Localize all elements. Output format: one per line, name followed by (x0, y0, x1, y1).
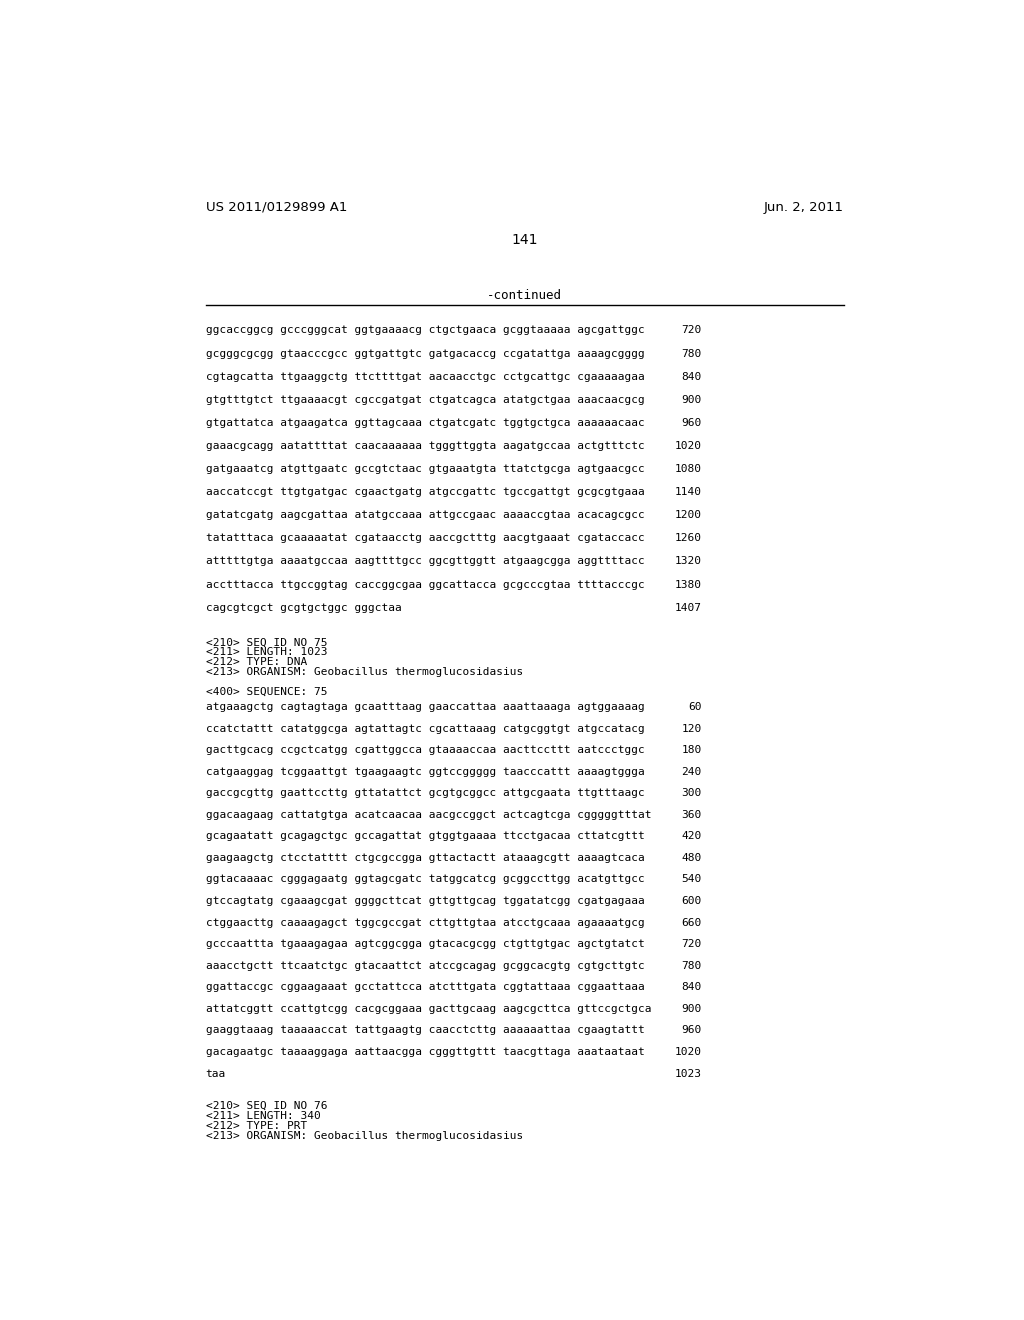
Text: 420: 420 (681, 832, 701, 841)
Text: cgtagcatta ttgaaggctg ttcttttgat aacaacctgc cctgcattgc cgaaaaagaa: cgtagcatta ttgaaggctg ttcttttgat aacaacc… (206, 372, 644, 381)
Text: 60: 60 (688, 702, 701, 711)
Text: ggacaagaag cattatgtga acatcaacaa aacgccggct actcagtcga cgggggtttat: ggacaagaag cattatgtga acatcaacaa aacgccg… (206, 810, 651, 820)
Text: catgaaggag tcggaattgt tgaagaagtc ggtccggggg taacccattt aaaagtggga: catgaaggag tcggaattgt tgaagaagtc ggtccgg… (206, 767, 644, 776)
Text: 540: 540 (681, 875, 701, 884)
Text: gcccaattta tgaaagagaa agtcggcgga gtacacgcgg ctgttgtgac agctgtatct: gcccaattta tgaaagagaa agtcggcgga gtacacg… (206, 940, 644, 949)
Text: gaaggtaaag taaaaaccat tattgaagtg caacctcttg aaaaaattaa cgaagtattt: gaaggtaaag taaaaaccat tattgaagtg caacctc… (206, 1026, 644, 1035)
Text: tatatttaca gcaaaaatat cgataacctg aaccgctttg aacgtgaaat cgataccacc: tatatttaca gcaaaaatat cgataacctg aaccgct… (206, 533, 644, 544)
Text: aaccatccgt ttgtgatgac cgaactgatg atgccgattc tgccgattgt gcgcgtgaaa: aaccatccgt ttgtgatgac cgaactgatg atgccga… (206, 487, 644, 498)
Text: gcagaatatt gcagagctgc gccagattat gtggtgaaaa ttcctgacaa cttatcgttt: gcagaatatt gcagagctgc gccagattat gtggtga… (206, 832, 644, 841)
Text: 1260: 1260 (675, 533, 701, 544)
Text: 720: 720 (681, 940, 701, 949)
Text: 480: 480 (681, 853, 701, 863)
Text: 180: 180 (681, 744, 701, 755)
Text: 240: 240 (681, 767, 701, 776)
Text: -continued: -continued (487, 289, 562, 302)
Text: 780: 780 (681, 348, 701, 359)
Text: <213> ORGANISM: Geobacillus thermoglucosidasius: <213> ORGANISM: Geobacillus thermoglucos… (206, 668, 522, 677)
Text: <210> SEQ ID NO 76: <210> SEQ ID NO 76 (206, 1101, 327, 1111)
Text: 1020: 1020 (675, 1047, 701, 1057)
Text: aaacctgctt ttcaatctgc gtacaattct atccgcagag gcggcacgtg cgtgcttgtc: aaacctgctt ttcaatctgc gtacaattct atccgca… (206, 961, 644, 970)
Text: 1140: 1140 (675, 487, 701, 498)
Text: atttttgtga aaaatgccaa aagttttgcc ggcgttggtt atgaagcgga aggttttacc: atttttgtga aaaatgccaa aagttttgcc ggcgttg… (206, 557, 644, 566)
Text: 840: 840 (681, 372, 701, 381)
Text: acctttacca ttgccggtag caccggcgaa ggcattacca gcgcccgtaa ttttacccgc: acctttacca ttgccggtag caccggcgaa ggcatta… (206, 579, 644, 590)
Text: <210> SEQ ID NO 75: <210> SEQ ID NO 75 (206, 638, 327, 647)
Text: 1320: 1320 (675, 557, 701, 566)
Text: 1380: 1380 (675, 579, 701, 590)
Text: 900: 900 (681, 395, 701, 405)
Text: <213> ORGANISM: Geobacillus thermoglucosidasius: <213> ORGANISM: Geobacillus thermoglucos… (206, 1131, 522, 1140)
Text: ctggaacttg caaaagagct tggcgccgat cttgttgtaa atcctgcaaa agaaaatgcg: ctggaacttg caaaagagct tggcgccgat cttgttg… (206, 917, 644, 928)
Text: ccatctattt catatggcga agtattagtc cgcattaaag catgcggtgt atgccatacg: ccatctattt catatggcga agtattagtc cgcatta… (206, 723, 644, 734)
Text: 780: 780 (681, 961, 701, 970)
Text: 900: 900 (681, 1003, 701, 1014)
Text: gaaacgcagg aatattttat caacaaaaaa tgggttggta aagatgccaa actgtttctc: gaaacgcagg aatattttat caacaaaaaa tgggttg… (206, 441, 644, 451)
Text: 141: 141 (512, 234, 538, 247)
Text: ggcaccggcg gcccgggcat ggtgaaaacg ctgctgaaca gcggtaaaaa agcgattggc: ggcaccggcg gcccgggcat ggtgaaaacg ctgctga… (206, 326, 644, 335)
Text: 720: 720 (681, 326, 701, 335)
Text: 600: 600 (681, 896, 701, 906)
Text: <211> LENGTH: 1023: <211> LENGTH: 1023 (206, 647, 327, 657)
Text: 1200: 1200 (675, 511, 701, 520)
Text: ggtacaaaac cgggagaatg ggtagcgatc tatggcatcg gcggccttgg acatgttgcc: ggtacaaaac cgggagaatg ggtagcgatc tatggca… (206, 875, 644, 884)
Text: attatcggtt ccattgtcgg cacgcggaaa gacttgcaag aagcgcttca gttccgctgca: attatcggtt ccattgtcgg cacgcggaaa gacttgc… (206, 1003, 651, 1014)
Text: gacttgcacg ccgctcatgg cgattggcca gtaaaaccaa aacttccttt aatccctggc: gacttgcacg ccgctcatgg cgattggcca gtaaaac… (206, 744, 644, 755)
Text: gaccgcgttg gaattccttg gttatattct gcgtgcggcc attgcgaata ttgtttaagc: gaccgcgttg gaattccttg gttatattct gcgtgcg… (206, 788, 644, 799)
Text: <212> TYPE: PRT: <212> TYPE: PRT (206, 1121, 307, 1131)
Text: 1080: 1080 (675, 465, 701, 474)
Text: gacagaatgc taaaaggaga aattaacgga cgggttgttt taacgttaga aaataataat: gacagaatgc taaaaggaga aattaacgga cgggttg… (206, 1047, 644, 1057)
Text: gtgattatca atgaagatca ggttagcaaa ctgatcgatc tggtgctgca aaaaaacaac: gtgattatca atgaagatca ggttagcaaa ctgatcg… (206, 418, 644, 428)
Text: taa: taa (206, 1069, 225, 1078)
Text: gtccagtatg cgaaagcgat ggggcttcat gttgttgcag tggatatcgg cgatgagaaa: gtccagtatg cgaaagcgat ggggcttcat gttgttg… (206, 896, 644, 906)
Text: 120: 120 (681, 723, 701, 734)
Text: 1023: 1023 (675, 1069, 701, 1078)
Text: 960: 960 (681, 418, 701, 428)
Text: Jun. 2, 2011: Jun. 2, 2011 (764, 201, 844, 214)
Text: gcgggcgcgg gtaacccgcc ggtgattgtc gatgacaccg ccgatattga aaaagcgggg: gcgggcgcgg gtaacccgcc ggtgattgtc gatgaca… (206, 348, 644, 359)
Text: 360: 360 (681, 810, 701, 820)
Text: 300: 300 (681, 788, 701, 799)
Text: 1020: 1020 (675, 441, 701, 451)
Text: cagcgtcgct gcgtgctggc gggctaa: cagcgtcgct gcgtgctggc gggctaa (206, 603, 401, 612)
Text: 960: 960 (681, 1026, 701, 1035)
Text: 1407: 1407 (675, 603, 701, 612)
Text: atgaaagctg cagtagtaga gcaatttaag gaaccattaa aaattaaaga agtggaaaag: atgaaagctg cagtagtaga gcaatttaag gaaccat… (206, 702, 644, 711)
Text: gatgaaatcg atgttgaatc gccgtctaac gtgaaatgta ttatctgcga agtgaacgcc: gatgaaatcg atgttgaatc gccgtctaac gtgaaat… (206, 465, 644, 474)
Text: <212> TYPE: DNA: <212> TYPE: DNA (206, 657, 307, 668)
Text: 660: 660 (681, 917, 701, 928)
Text: ggattaccgc cggaagaaat gcctattcca atctttgata cggtattaaa cggaattaaa: ggattaccgc cggaagaaat gcctattcca atctttg… (206, 982, 644, 993)
Text: 840: 840 (681, 982, 701, 993)
Text: US 2011/0129899 A1: US 2011/0129899 A1 (206, 201, 347, 214)
Text: gatatcgatg aagcgattaa atatgccaaa attgccgaac aaaaccgtaa acacagcgcc: gatatcgatg aagcgattaa atatgccaaa attgccg… (206, 511, 644, 520)
Text: <211> LENGTH: 340: <211> LENGTH: 340 (206, 1111, 321, 1121)
Text: gaagaagctg ctcctatttt ctgcgccgga gttactactt ataaagcgtt aaaagtcaca: gaagaagctg ctcctatttt ctgcgccgga gttacta… (206, 853, 644, 863)
Text: <400> SEQUENCE: 75: <400> SEQUENCE: 75 (206, 686, 327, 697)
Text: gtgtttgtct ttgaaaacgt cgccgatgat ctgatcagca atatgctgaa aaacaacgcg: gtgtttgtct ttgaaaacgt cgccgatgat ctgatca… (206, 395, 644, 405)
